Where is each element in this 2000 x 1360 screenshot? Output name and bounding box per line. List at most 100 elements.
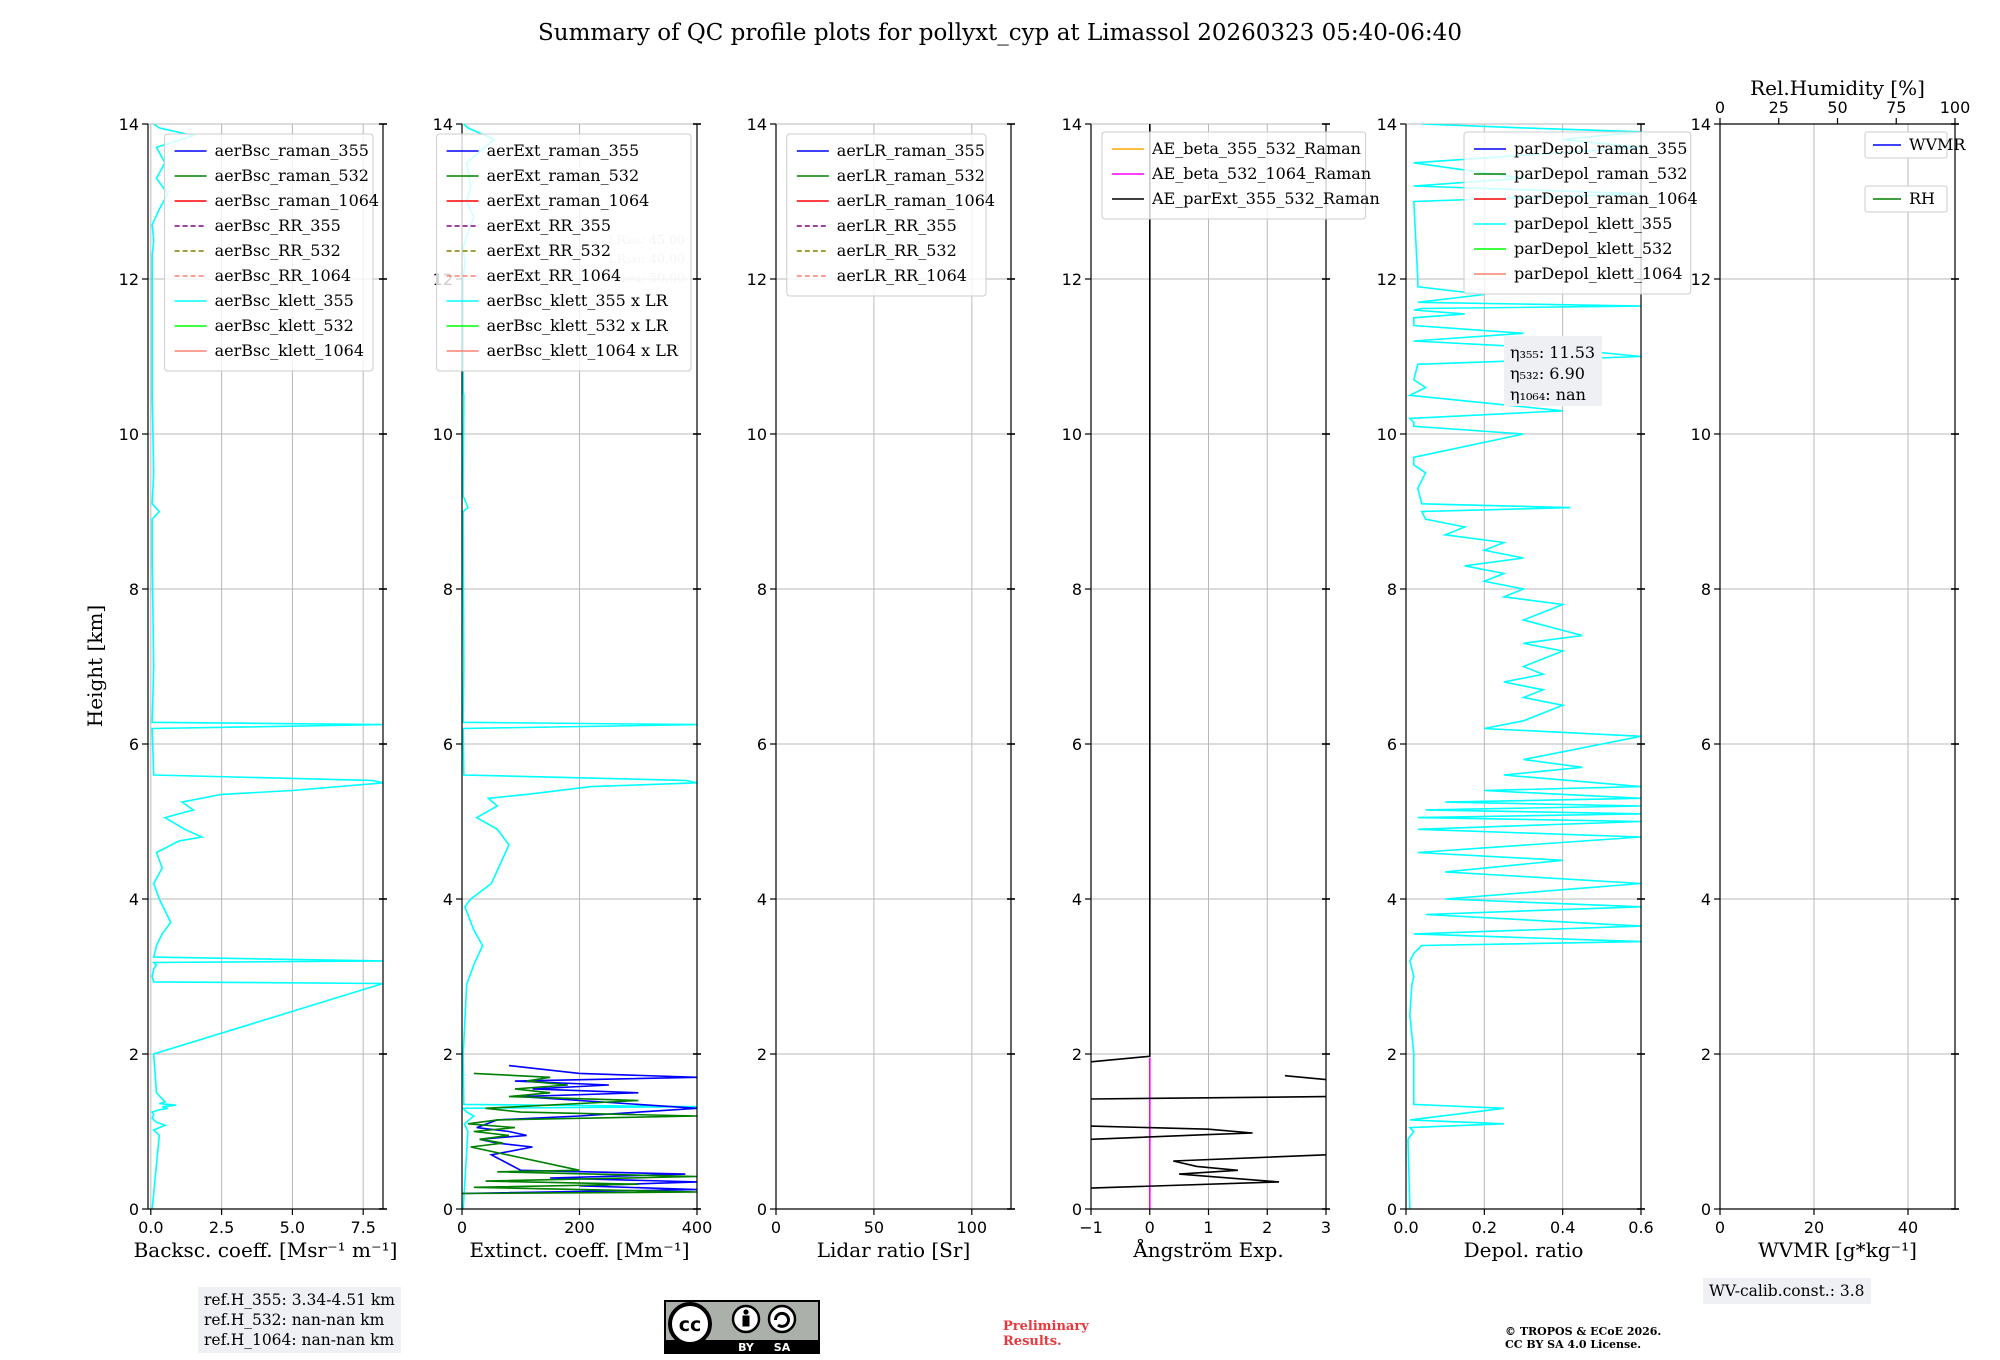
dep-ytick-label: 8 — [1387, 580, 1397, 599]
lr-xtick-label: 50 — [864, 1218, 884, 1237]
lr-ytick-label: 2 — [757, 1045, 767, 1064]
wv-legend-box-RH — [1864, 185, 1948, 213]
bsc-legend-label: aerBsc_raman_532 — [215, 166, 369, 185]
dep-eta-annotation: η₅₃₂: 6.90 — [1510, 364, 1585, 383]
lr-legend-label: aerLR_RR_532 — [837, 241, 957, 260]
dep-eta-annotation: η₁₀₆₄: nan — [1510, 385, 1586, 404]
bsc-legend-label: aerBsc_klett_1064 — [215, 341, 364, 360]
ae-legend-label: AE_beta_355_532_Raman — [1151, 139, 1361, 158]
lr-ytick-label: 4 — [757, 890, 767, 909]
ext-series-aerExt_raman_532 — [462, 1072, 697, 1195]
ae-ytick-label: 4 — [1072, 890, 1082, 909]
preliminary-results-note: Preliminary Results. — [1003, 1319, 1089, 1349]
bsc-xtick-label: 7.5 — [350, 1218, 375, 1237]
bsc-ytick-label: 10 — [119, 425, 139, 444]
ae-xtick-label: 1 — [1203, 1218, 1213, 1237]
attribution-icon-body — [742, 1315, 750, 1327]
ae-ytick-label: 6 — [1072, 735, 1082, 754]
lr-legend-label: aerLR_RR_355 — [837, 216, 957, 235]
dep-legend-box — [1463, 131, 1692, 295]
dep-legend-label: parDepol_klett_1064 — [1514, 264, 1683, 283]
dep-ytick-label: 6 — [1387, 735, 1397, 754]
lr-ytick-label: 14 — [747, 115, 767, 134]
share-alike-arrow — [773, 1311, 790, 1328]
bsc-legend-label: aerBsc_klett_355 — [215, 291, 354, 310]
dep-xtick-label: 0.4 — [1550, 1218, 1575, 1237]
ext-legend-label: aerExt_RR_355 — [487, 216, 611, 235]
bsc-ytick-label: 2 — [129, 1045, 139, 1064]
ext-ytick-label: 2 — [443, 1045, 453, 1064]
wv-top-xtick-label: 50 — [1827, 98, 1847, 117]
wv-ytick-label: 14 — [1691, 115, 1711, 134]
bsc-ytick-label: 12 — [119, 270, 139, 289]
by-label: BY — [738, 1341, 755, 1354]
ext-xlabel: Extinct. coeff. [Mm⁻¹] — [469, 1238, 689, 1262]
dep-xtick-label: 0.2 — [1472, 1218, 1497, 1237]
bsc-ytick-label: 6 — [129, 735, 139, 754]
preliminary-line-2: Results. — [1003, 1334, 1062, 1349]
wv-ytick-label: 8 — [1701, 580, 1711, 599]
ext-xtick-label: 200 — [564, 1218, 595, 1237]
ref-height-355: ref.H_355: 3.34-4.51 km — [204, 1291, 395, 1309]
dep-legend-label: parDepol_raman_1064 — [1514, 189, 1698, 208]
lr-legend-label: aerLR_raman_355 — [837, 141, 985, 160]
bsc-legend-label: aerBsc_klett_532 — [215, 316, 354, 335]
wv-legend-label: WVMR — [1909, 135, 1966, 154]
ext-ytick-label: 10 — [433, 425, 453, 444]
ext-ytick-label: 0 — [443, 1200, 453, 1219]
ref-height-532: ref.H_532: nan-nan km — [204, 1311, 385, 1329]
ae-ytick-label: 14 — [1062, 115, 1082, 134]
lr-ytick-label: 10 — [747, 425, 767, 444]
ae-series-AE_parExt_355_532_Raman — [1091, 1125, 1253, 1141]
cc-icon-label: cc — [679, 1314, 702, 1336]
dep-ytick-label: 4 — [1387, 890, 1397, 909]
ae-xtick-label: 3 — [1321, 1218, 1331, 1237]
wv-xtick-label: 0 — [1715, 1218, 1725, 1237]
share-alike-icon — [767, 1304, 797, 1334]
ext-legend-label: aerBsc_klett_355 x LR — [487, 291, 669, 310]
bsc-ytick-label: 14 — [119, 115, 139, 134]
ext-legend-label: aerBsc_klett_1064 x LR — [487, 341, 679, 360]
lr-legend-box — [786, 133, 987, 297]
ae-series-AE_parExt_355_532_Raman — [1091, 1154, 1326, 1189]
bsc-legend-box — [164, 133, 374, 372]
ae-series-AE_parExt_355_532_Raman — [1091, 1095, 1326, 1100]
ae-ytick-label: 10 — [1062, 425, 1082, 444]
lr-legend-label: aerLR_RR_1064 — [837, 266, 967, 285]
cc-icon — [668, 1302, 712, 1346]
bsc-legend-label: aerBsc_raman_355 — [215, 141, 369, 160]
ext-legend-label: aerExt_raman_355 — [487, 141, 640, 160]
bsc-legend-label: aerBsc_RR_355 — [215, 216, 341, 235]
copyright-line-2: CC BY SA 4.0 License. — [1505, 1338, 1642, 1351]
dep-series-parDepol_klett_355 — [1407, 124, 1641, 1209]
ext-legend-label: aerExt_RR_532 — [487, 241, 611, 260]
wv-ytick-label: 0 — [1701, 1200, 1711, 1219]
bsc-legend-label: aerBsc_RR_1064 — [215, 266, 351, 285]
ae-xtick-label: −1 — [1079, 1218, 1103, 1237]
lr-ytick-label: 8 — [757, 580, 767, 599]
dep-annotation-box — [1504, 336, 1602, 406]
wv-top-xlabel: Rel.Humidity [%] — [1750, 76, 1925, 100]
ext-legend-label: aerExt_raman_532 — [487, 166, 640, 185]
copyright-line-1: © TROPOS & ECoE 2026. — [1505, 1325, 1662, 1338]
ae-ytick-label: 2 — [1072, 1045, 1082, 1064]
bsc-legend-label: aerBsc_RR_532 — [215, 241, 341, 260]
bsc-xtick-label: 2.5 — [209, 1218, 234, 1237]
lr-xtick-label: 0 — [771, 1218, 781, 1237]
lr-legend-label: aerLR_raman_1064 — [837, 191, 995, 210]
bsc-series-aerBsc_klett_355 — [150, 124, 383, 1209]
lr-ytick-label: 12 — [747, 270, 767, 289]
bsc-xlabel: Backsc. coeff. [Msr⁻¹ m⁻¹] — [134, 1238, 398, 1262]
wv-ytick-label: 12 — [1691, 270, 1711, 289]
bsc-xtick-label: 5.0 — [280, 1218, 305, 1237]
wv-calibration-box: WV-calib.const.: 3.8 — [1703, 1278, 1871, 1304]
dep-xlabel: Depol. ratio — [1464, 1238, 1584, 1262]
dep-ytick-label: 2 — [1387, 1045, 1397, 1064]
wv-ytick-label: 2 — [1701, 1045, 1711, 1064]
wv-ytick-label: 6 — [1701, 735, 1711, 754]
lr-ytick-label: 6 — [757, 735, 767, 754]
ae-ytick-label: 8 — [1072, 580, 1082, 599]
ext-legend-label: aerBsc_klett_532 x LR — [487, 316, 669, 335]
dep-eta-annotation: η₃₅₅: 11.53 — [1510, 343, 1595, 362]
